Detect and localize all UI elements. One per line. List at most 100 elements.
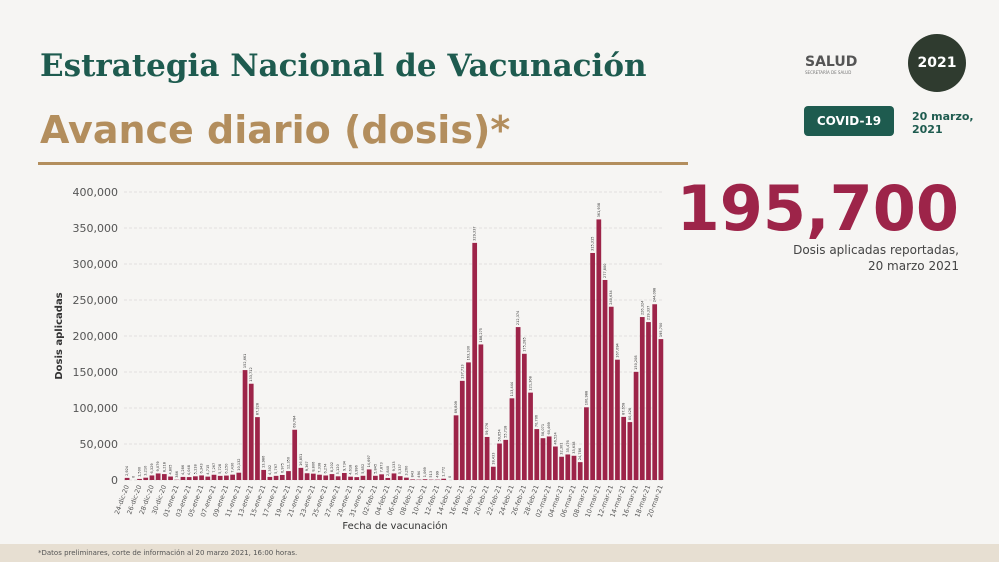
value-label: 167,094	[615, 342, 619, 357]
value-label: 5,767	[274, 464, 278, 474]
bar	[323, 475, 329, 480]
bar	[584, 407, 589, 480]
y-tick-label: 250,000	[73, 294, 119, 307]
bar	[596, 219, 602, 480]
value-label: 0	[131, 476, 135, 478]
bar	[292, 429, 298, 480]
y-tick-label: 300,000	[73, 258, 119, 271]
value-label: 212,374	[516, 310, 520, 325]
logo-name: SALUD	[805, 54, 858, 70]
bar	[199, 475, 204, 480]
bar	[441, 478, 447, 480]
bar	[261, 469, 267, 480]
y-tick-label: 150,000	[73, 366, 119, 379]
highlight-caption: Dosis aplicadas reportadas, 20 marzo 2021	[793, 242, 959, 274]
bar	[602, 279, 608, 480]
value-label: 7,338	[318, 463, 322, 473]
caption-line: Dosis aplicadas reportadas,	[793, 243, 959, 257]
value-label: 6,975	[280, 463, 284, 473]
badge: COVID-19	[804, 106, 894, 136]
bar	[317, 474, 322, 480]
bar	[335, 476, 341, 480]
value-label: 87,328	[255, 403, 259, 415]
value-label: 5,728	[218, 464, 222, 474]
bar	[540, 438, 546, 480]
bar	[304, 473, 310, 480]
value-label: 8,218	[162, 462, 166, 472]
bar	[180, 476, 186, 480]
value-label: 55,718	[504, 426, 508, 438]
bar	[310, 473, 316, 480]
date: 20 marzo, 2021	[912, 110, 974, 136]
value-label: 24,786	[578, 448, 582, 460]
value-label: 150,208	[634, 355, 638, 369]
value-label: 60,469	[547, 422, 551, 434]
value-label: 499	[435, 471, 439, 478]
value-label: 277,800	[603, 263, 607, 277]
value-label: 219,337	[646, 306, 650, 320]
bar	[354, 477, 360, 480]
bar	[186, 477, 192, 480]
value-label: 5,852	[361, 464, 365, 474]
bar	[608, 306, 614, 480]
bar	[633, 371, 639, 480]
date-line: 2021	[912, 123, 943, 136]
bar	[627, 422, 633, 480]
value-label: 0	[448, 476, 452, 478]
bar	[509, 398, 515, 480]
bar	[410, 479, 415, 480]
value-label: 12,350	[286, 457, 290, 469]
bar	[168, 476, 173, 480]
bar	[248, 383, 254, 480]
bar	[279, 474, 285, 480]
bar	[615, 359, 620, 480]
value-label: 513	[429, 471, 433, 478]
bar	[242, 370, 248, 480]
y-axis-label: Dosis aplicadas	[54, 292, 65, 379]
bar	[341, 472, 347, 480]
bar	[646, 322, 651, 480]
y-tick-label: 100,000	[73, 402, 119, 415]
value-label: 2,924	[125, 465, 129, 476]
bar	[658, 339, 664, 480]
value-label: 175,285	[522, 337, 526, 351]
logo: SALUD SECRETARÍA DE SALUD	[805, 54, 857, 75]
bar	[639, 317, 645, 480]
value-label: 6,150	[224, 464, 228, 474]
bar	[503, 439, 509, 480]
bar	[161, 474, 167, 480]
bar	[590, 252, 595, 480]
bar	[484, 436, 490, 480]
bar	[236, 472, 242, 480]
bar	[528, 392, 533, 480]
value-label: 9,133	[392, 461, 396, 471]
bar	[521, 353, 527, 480]
bar	[652, 304, 658, 480]
y-tick-label: 400,000	[73, 186, 119, 199]
bar	[267, 476, 273, 480]
bar	[459, 380, 465, 480]
caption-line: 20 marzo 2021	[867, 259, 959, 273]
value-label: 7,430	[231, 463, 235, 473]
seal: 2021	[908, 34, 966, 92]
value-label: 244,098	[653, 288, 657, 302]
bar	[137, 478, 142, 480]
bar	[373, 475, 378, 480]
value-label: 5,337	[398, 464, 402, 474]
value-label: 152,661	[243, 354, 247, 368]
bar	[366, 469, 372, 480]
value-label: 4,286	[181, 465, 185, 475]
bar	[466, 362, 471, 480]
bar	[453, 415, 459, 480]
bar	[155, 473, 161, 480]
bar	[230, 474, 235, 480]
bar	[379, 474, 384, 480]
value-label: 33,638	[572, 442, 576, 454]
bar	[211, 474, 217, 480]
value-label: 163,330	[466, 346, 470, 360]
bar	[490, 466, 496, 480]
value-label: 3,996	[355, 465, 359, 475]
bar	[534, 429, 540, 480]
